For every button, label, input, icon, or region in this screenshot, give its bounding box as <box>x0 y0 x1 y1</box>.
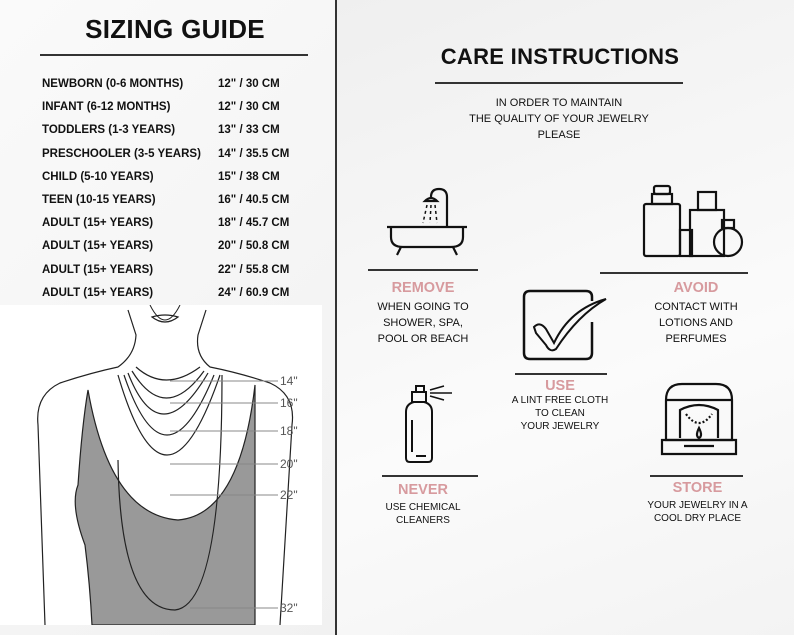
size-value: 18" / 45.7 CM <box>218 217 290 230</box>
size-label: ADULT (15+ YEARS) <box>42 240 154 253</box>
necklace-length-illustration: 14" 16" 18" 20" 22" 32" <box>0 305 322 625</box>
size-row: PRESCHOOLER (3-5 YEARS) 14" / 35.5 CM <box>42 148 322 164</box>
size-value: 12" / 30 CM <box>218 78 280 90</box>
description-line: CLEANERS <box>396 515 450 526</box>
perfume-icon <box>642 184 744 258</box>
checkbox-icon <box>522 289 607 361</box>
spray-bottle-icon <box>405 385 452 463</box>
size-label: INFANT (6-12 MONTHS) <box>42 101 171 114</box>
description-line: SHOWER, SPA, <box>383 317 463 329</box>
use-divider <box>515 373 607 375</box>
store-description: YOUR JEWELRY IN A COOL DRY PLACE <box>620 499 775 525</box>
size-value: 24" / 60.9 CM <box>218 286 290 299</box>
intro-line: THE QUALITY OF YOUR JEWELRY <box>469 113 649 125</box>
store-heading: STORE <box>672 480 723 496</box>
description-line: POOL OR BEACH <box>377 333 469 345</box>
size-value: 15" / 38 CM <box>218 170 280 183</box>
size-label: ADULT (15+ YEARS) <box>42 263 154 276</box>
use-description: A LINT FREE CLOTH TO CLEAN YOUR JEWELRY <box>495 394 625 433</box>
size-row: CHILD (5-10 YEARS) 15" / 38 CM <box>42 171 322 187</box>
description-line: PERFUMES <box>665 333 727 345</box>
size-label: TEEN (10-15 YEARS) <box>42 194 156 206</box>
size-value: 14" / 35.5 CM <box>218 147 290 160</box>
description-line: CONTACT WITH <box>654 301 738 313</box>
panel-divider <box>335 0 337 635</box>
description-line: COOL DRY PLACE <box>653 513 742 524</box>
size-value: 12" / 30 CM <box>218 101 280 114</box>
never-heading: NEVER <box>398 482 448 498</box>
care-instructions-title: CARE INSTRUCTIONS <box>440 44 680 69</box>
care-intro: IN ORDER TO MAINTAIN THE QUALITY OF YOUR… <box>430 95 688 143</box>
use-heading: USE <box>545 378 575 394</box>
size-row: NEWBORN (0-6 MONTHS) 12" / 30 CM <box>42 78 322 94</box>
remove-divider <box>368 269 478 271</box>
description-line: YOUR JEWELRY <box>520 421 600 432</box>
bathtub-icon <box>387 187 467 256</box>
size-value: 22" / 55.8 CM <box>218 263 290 276</box>
size-row: ADULT (15+ YEARS) 18" / 45.7 CM <box>42 217 322 233</box>
size-row: ADULT (15+ YEARS) 22" / 55.8 CM <box>42 264 322 280</box>
remove-heading: REMOVE <box>391 280 455 296</box>
jewelry-box-icon <box>660 382 738 456</box>
care-instructions-panel <box>337 0 794 635</box>
intro-line: IN ORDER TO MAINTAIN <box>495 97 623 109</box>
never-description: USE CHEMICAL CLEANERS <box>358 501 488 527</box>
length-label: 18" <box>280 424 298 438</box>
intro-line: PLEASE <box>537 129 581 141</box>
lips <box>150 314 180 323</box>
size-row: TEEN (10-15 YEARS) 16" / 40.5 CM <box>42 194 322 210</box>
store-divider <box>650 475 743 477</box>
never-divider <box>382 475 478 477</box>
sizing-guide-panel: SIZING GUIDE NEWBORN (0-6 MONTHS) 12" / 3… <box>0 0 336 635</box>
avoid-divider <box>600 272 748 274</box>
size-value: 16" / 40.5 CM <box>218 194 290 206</box>
avoid-description: CONTACT WITH LOTIONS AND PERFUMES <box>610 299 782 347</box>
length-label: 20" <box>280 457 298 471</box>
size-row: TODDLERS (1-3 YEARS) 13" / 33 CM <box>42 124 322 140</box>
length-label: 22" <box>280 488 298 502</box>
description-line: TO CLEAN <box>535 408 585 419</box>
size-label: ADULT (15+ YEARS) <box>42 286 154 299</box>
description-line: LOTIONS AND <box>659 317 733 329</box>
description-line: WHEN GOING TO <box>377 301 469 313</box>
size-row: ADULT (15+ YEARS) 20" / 50.8 CM <box>42 240 322 256</box>
size-label: PRESCHOOLER (3-5 YEARS) <box>42 147 201 160</box>
description-line: USE CHEMICAL <box>385 502 461 513</box>
description-line: YOUR JEWELRY IN A <box>647 500 748 511</box>
length-label: 14" <box>280 374 298 388</box>
size-label: ADULT (15+ YEARS) <box>42 217 154 230</box>
length-label: 16" <box>280 396 298 410</box>
title-divider <box>40 54 308 56</box>
sizing-guide-title: SIZING GUIDE <box>85 14 265 44</box>
size-value: 13" / 33 CM <box>218 124 280 137</box>
care-title-divider <box>435 82 683 84</box>
remove-description: WHEN GOING TO SHOWER, SPA, POOL OR BEACH <box>358 299 488 347</box>
size-label: NEWBORN (0-6 MONTHS) <box>42 78 184 90</box>
size-row: INFANT (6-12 MONTHS) 12" / 30 CM <box>42 101 322 117</box>
size-row: ADULT (15+ YEARS) 24" / 60.9 CM <box>42 287 322 303</box>
length-label: 32" <box>280 601 298 615</box>
size-label: TODDLERS (1-3 YEARS) <box>42 124 176 137</box>
size-value: 20" / 50.8 CM <box>218 240 290 253</box>
avoid-heading: AVOID <box>673 280 719 296</box>
description-line: A LINT FREE CLOTH <box>511 395 609 406</box>
size-label: CHILD (5-10 YEARS) <box>42 170 154 183</box>
